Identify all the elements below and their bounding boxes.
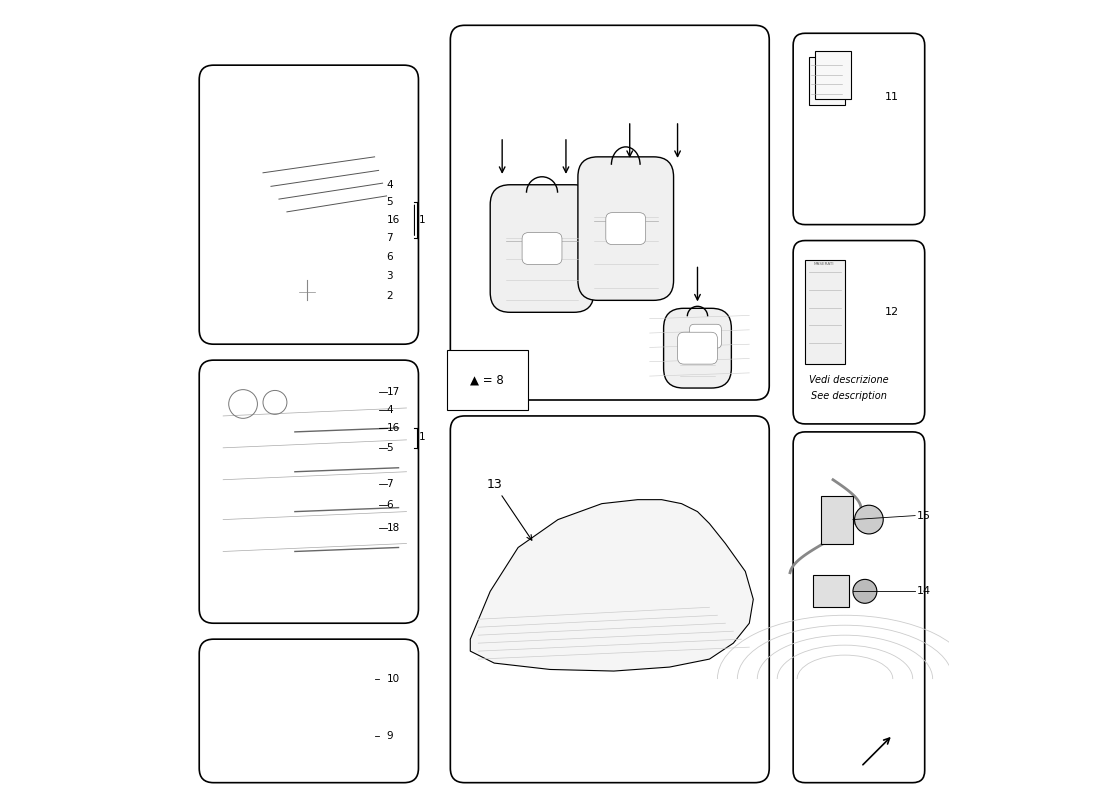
Text: 16: 16 (386, 215, 399, 225)
Polygon shape (216, 651, 383, 707)
Text: 11: 11 (884, 92, 899, 102)
FancyBboxPatch shape (491, 185, 594, 312)
Text: 7: 7 (386, 478, 393, 489)
Text: 9: 9 (386, 731, 393, 742)
Text: 10: 10 (386, 674, 399, 684)
Polygon shape (805, 261, 845, 364)
FancyBboxPatch shape (663, 308, 732, 388)
Text: eurospares: eurospares (805, 528, 901, 543)
Polygon shape (646, 288, 754, 380)
Text: 16: 16 (386, 423, 399, 433)
FancyBboxPatch shape (793, 241, 925, 424)
FancyBboxPatch shape (793, 432, 925, 782)
FancyBboxPatch shape (578, 157, 673, 300)
Text: 14: 14 (916, 586, 931, 596)
Text: 1: 1 (419, 215, 426, 225)
FancyBboxPatch shape (450, 26, 769, 400)
Text: ▲ = 8: ▲ = 8 (471, 374, 504, 386)
Polygon shape (223, 73, 398, 193)
Polygon shape (815, 51, 851, 98)
Polygon shape (471, 500, 754, 671)
Text: Vedi descrizione: Vedi descrizione (810, 375, 889, 385)
FancyBboxPatch shape (450, 416, 769, 782)
Text: 5: 5 (386, 198, 393, 207)
Text: 18: 18 (386, 522, 399, 533)
Text: eurospares: eurospares (805, 313, 901, 328)
Polygon shape (813, 575, 849, 607)
Text: 12: 12 (884, 307, 899, 318)
Polygon shape (223, 161, 407, 296)
Circle shape (855, 506, 883, 534)
Text: eurospares: eurospares (562, 209, 658, 224)
Polygon shape (821, 496, 852, 543)
Text: 4: 4 (386, 180, 393, 190)
FancyBboxPatch shape (199, 65, 418, 344)
Circle shape (852, 579, 877, 603)
Text: 2: 2 (386, 291, 393, 302)
Text: 15: 15 (916, 510, 931, 521)
FancyBboxPatch shape (199, 360, 418, 623)
Text: 1: 1 (419, 433, 426, 442)
Text: 6: 6 (386, 251, 393, 262)
FancyBboxPatch shape (522, 233, 562, 265)
Text: 3: 3 (386, 271, 393, 282)
Text: 17: 17 (386, 387, 399, 397)
Polygon shape (223, 292, 390, 344)
FancyBboxPatch shape (678, 332, 717, 364)
Text: MASERATI: MASERATI (813, 262, 834, 266)
Text: eurospares: eurospares (562, 592, 658, 607)
Text: eurospares: eurospares (255, 488, 351, 503)
Polygon shape (216, 703, 383, 750)
Polygon shape (810, 57, 845, 105)
Polygon shape (239, 595, 311, 611)
Text: 13: 13 (486, 478, 531, 540)
Text: 6: 6 (386, 500, 393, 510)
FancyBboxPatch shape (793, 34, 925, 225)
Polygon shape (223, 253, 407, 304)
FancyBboxPatch shape (606, 213, 646, 245)
Text: eurospares: eurospares (255, 209, 351, 224)
FancyBboxPatch shape (690, 324, 722, 348)
Text: eurospares: eurospares (255, 703, 351, 718)
Polygon shape (216, 368, 415, 599)
FancyBboxPatch shape (199, 639, 418, 782)
Text: See description: See description (811, 391, 887, 401)
Text: 5: 5 (386, 443, 393, 453)
Text: 4: 4 (386, 405, 393, 414)
Text: 7: 7 (386, 233, 393, 243)
